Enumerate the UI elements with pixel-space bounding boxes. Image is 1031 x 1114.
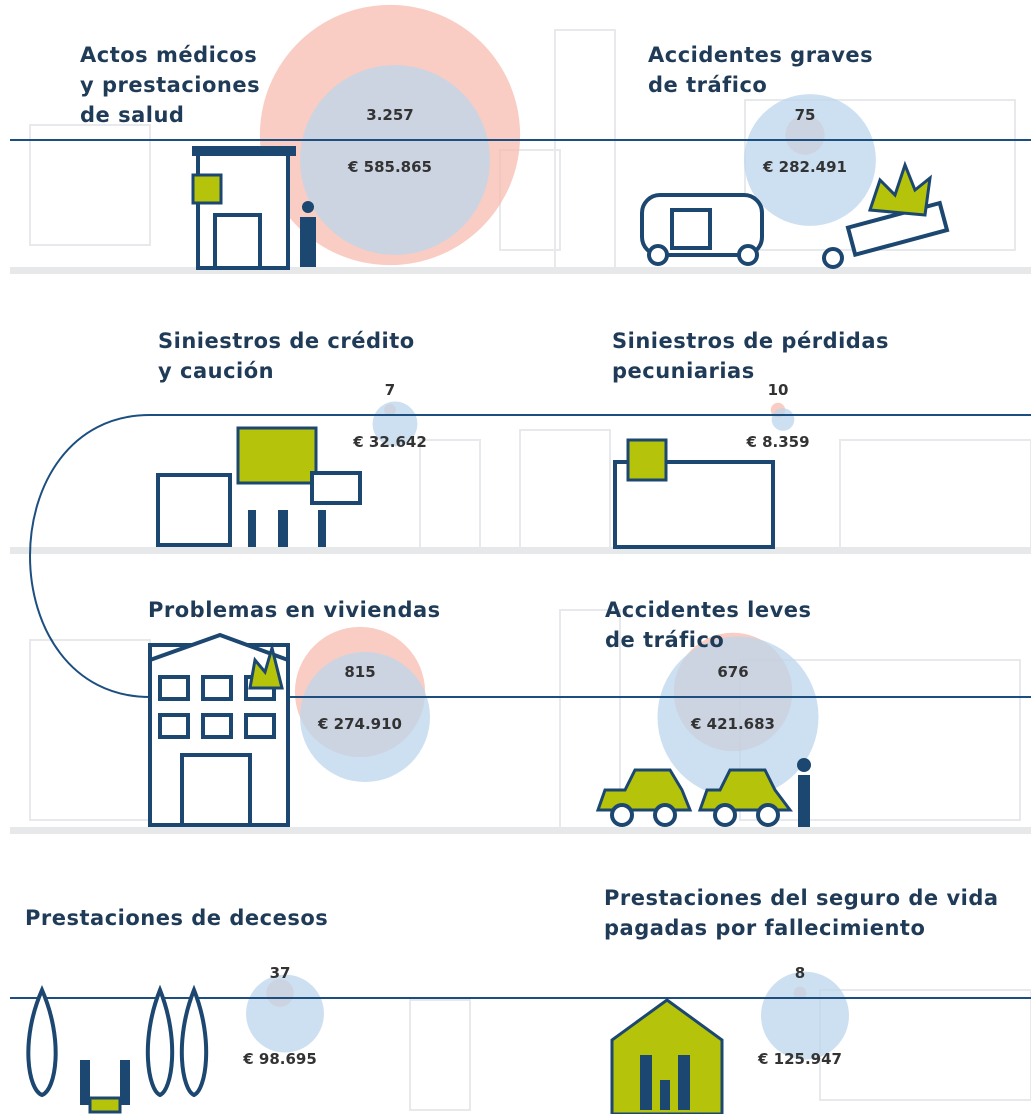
item-title: Prestaciones de decesos bbox=[25, 906, 328, 930]
count-label: 676 bbox=[717, 663, 748, 681]
amount-label: € 282.491 bbox=[762, 158, 847, 176]
item-title: Siniestros de pérdidas bbox=[612, 329, 889, 353]
item-title: y caución bbox=[158, 359, 274, 383]
amount-label: € 274.910 bbox=[317, 715, 402, 733]
infographic: Actos médicos y prestaciones de salud 3.257… bbox=[0, 0, 1031, 1114]
item-title: pagadas por fallecimiento bbox=[604, 916, 925, 940]
amount-label: € 585.865 bbox=[347, 158, 432, 176]
amount-label: € 125.947 bbox=[757, 1050, 842, 1068]
count-label: 3.257 bbox=[366, 106, 413, 124]
item-title: Problemas en viviendas bbox=[148, 598, 441, 622]
count-label: 815 bbox=[344, 663, 375, 681]
item-title: de salud bbox=[80, 103, 184, 127]
amount-bubble bbox=[772, 408, 795, 431]
amount-label: € 32.642 bbox=[352, 433, 427, 451]
amount-label: € 98.695 bbox=[242, 1050, 317, 1068]
count-label: 37 bbox=[270, 964, 291, 982]
amount-bubble bbox=[761, 972, 849, 1060]
amount-bubble bbox=[246, 975, 324, 1053]
count-label: 7 bbox=[385, 381, 395, 399]
item-title: Accidentes leves bbox=[605, 598, 812, 622]
amount-label: € 421.683 bbox=[690, 715, 775, 733]
count-label: 8 bbox=[795, 964, 805, 982]
item-title: de tráfico bbox=[648, 73, 767, 97]
item-title: Prestaciones del seguro de vida bbox=[604, 886, 999, 910]
item-title: pecuniarias bbox=[612, 359, 755, 383]
item-title: y prestaciones bbox=[80, 73, 260, 97]
item-title: Siniestros de crédito bbox=[158, 329, 415, 353]
count-label: 75 bbox=[795, 106, 816, 124]
item-title: de tráfico bbox=[605, 628, 724, 652]
item-title: Accidentes graves bbox=[648, 43, 873, 67]
item-title: Actos médicos bbox=[80, 43, 257, 67]
icons bbox=[28, 146, 947, 1114]
count-label: 10 bbox=[768, 381, 789, 399]
amount-label: € 8.359 bbox=[745, 433, 809, 451]
